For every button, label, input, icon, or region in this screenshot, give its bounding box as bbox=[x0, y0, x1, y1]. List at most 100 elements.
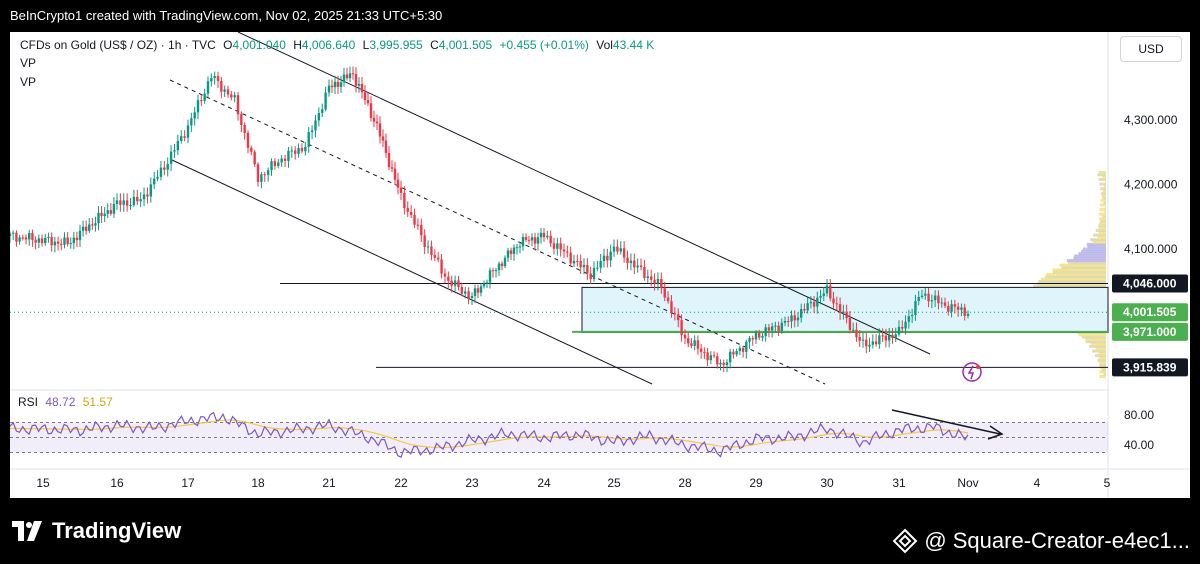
candle-body bbox=[91, 224, 94, 226]
rsi-value: 48.72 bbox=[45, 395, 76, 409]
candle bbox=[440, 254, 443, 279]
candle bbox=[307, 127, 310, 153]
candle-body bbox=[803, 309, 806, 311]
candle-body bbox=[933, 295, 937, 301]
chart-panel[interactable]: 4,300.000 4,200.000 4,100.000 80.00 40.00 4,0… bbox=[10, 32, 1190, 498]
candle bbox=[609, 244, 612, 267]
candle-body bbox=[851, 329, 855, 331]
candle-body bbox=[663, 288, 666, 298]
candle bbox=[103, 206, 106, 222]
consolidation-zone bbox=[581, 286, 1109, 333]
candle-body bbox=[512, 247, 516, 254]
candle-body bbox=[527, 239, 531, 241]
candle bbox=[871, 334, 875, 349]
candle bbox=[280, 155, 283, 167]
candle-body bbox=[589, 273, 592, 280]
candle bbox=[253, 149, 256, 167]
candle-body bbox=[825, 285, 829, 294]
candle-body bbox=[521, 236, 525, 247]
candle-body bbox=[960, 307, 963, 310]
candle-body bbox=[599, 260, 602, 268]
candle bbox=[420, 218, 423, 242]
volume-profile-bar bbox=[1093, 233, 1106, 237]
candle-body bbox=[447, 276, 450, 281]
indicator-vp-2[interactable]: VP bbox=[20, 75, 37, 89]
candle bbox=[829, 278, 832, 302]
candle bbox=[210, 73, 213, 87]
candle-body bbox=[950, 304, 953, 312]
candle-body bbox=[327, 85, 331, 93]
candle bbox=[94, 216, 97, 232]
candle bbox=[163, 160, 166, 176]
candle bbox=[240, 111, 243, 133]
candle-body bbox=[881, 335, 884, 337]
creator-credit-text: @ Square-Creator-e4ec1... bbox=[924, 528, 1190, 553]
candle-body bbox=[348, 73, 352, 79]
candle-body bbox=[666, 297, 670, 302]
candle bbox=[806, 297, 809, 314]
candle-body bbox=[223, 89, 226, 92]
candle-body bbox=[69, 243, 72, 245]
candle-body bbox=[506, 250, 510, 258]
candle bbox=[44, 233, 47, 246]
volume-profile-bar bbox=[1052, 270, 1106, 274]
candle bbox=[196, 94, 200, 119]
price-label-text: 3,971.000 bbox=[1123, 325, 1177, 339]
low-label: L bbox=[362, 38, 370, 52]
low-value: 3,995.955 bbox=[369, 38, 423, 52]
candle bbox=[213, 71, 216, 85]
candle bbox=[589, 266, 592, 284]
volume-profile-bar bbox=[1059, 263, 1106, 267]
candle-body bbox=[10, 233, 12, 236]
tradingview-logo[interactable]: TradingView bbox=[12, 518, 181, 544]
candle-body bbox=[300, 147, 304, 152]
candle-body bbox=[956, 306, 960, 310]
price-chart[interactable]: 4,300.000 4,200.000 4,100.000 80.00 40.00 4,0… bbox=[10, 32, 1190, 498]
candle bbox=[375, 114, 379, 131]
currency-button[interactable]: USD bbox=[1120, 36, 1182, 62]
candle bbox=[333, 75, 337, 95]
candle bbox=[639, 258, 643, 271]
candle bbox=[10, 231, 12, 243]
candle bbox=[226, 85, 230, 98]
candle-body bbox=[609, 251, 612, 261]
volume-profile-bar bbox=[1098, 224, 1106, 228]
candle-body bbox=[142, 194, 146, 200]
indicator-vp-1[interactable]: VP bbox=[20, 56, 37, 70]
candle-body bbox=[63, 237, 66, 245]
candle-body bbox=[277, 162, 280, 166]
candle-body bbox=[884, 335, 888, 341]
channel-lower-line bbox=[171, 159, 653, 385]
candle-body bbox=[927, 293, 930, 302]
candle bbox=[18, 234, 21, 245]
candle-body bbox=[324, 92, 327, 110]
x-tick-label: 29 bbox=[749, 476, 763, 490]
candle bbox=[183, 130, 186, 142]
candle bbox=[470, 292, 474, 306]
x-tick-label: 16 bbox=[110, 476, 124, 490]
candle bbox=[940, 297, 943, 308]
candle-body bbox=[109, 210, 113, 214]
candle bbox=[606, 248, 609, 268]
candle-body bbox=[453, 280, 457, 286]
candle bbox=[566, 245, 569, 258]
candle-body bbox=[163, 167, 166, 170]
candle bbox=[546, 230, 549, 240]
candle bbox=[206, 76, 210, 97]
candle bbox=[273, 158, 277, 170]
candle-body bbox=[173, 150, 176, 152]
candle bbox=[348, 66, 352, 83]
candle-body bbox=[233, 95, 236, 98]
footer-bar: TradingView @ Square-Creator-e4ec1... bbox=[0, 498, 1200, 564]
candle-body bbox=[354, 73, 358, 86]
candle bbox=[848, 311, 852, 334]
volume-profile-bar bbox=[1099, 361, 1106, 365]
binance-square-icon bbox=[892, 528, 918, 554]
candle-body bbox=[37, 238, 41, 243]
candle-body bbox=[50, 236, 53, 246]
volume-profile-bar bbox=[1099, 212, 1106, 216]
candle-body bbox=[562, 249, 566, 252]
candle-body bbox=[732, 351, 735, 355]
candle bbox=[690, 338, 693, 349]
candle bbox=[787, 316, 790, 327]
